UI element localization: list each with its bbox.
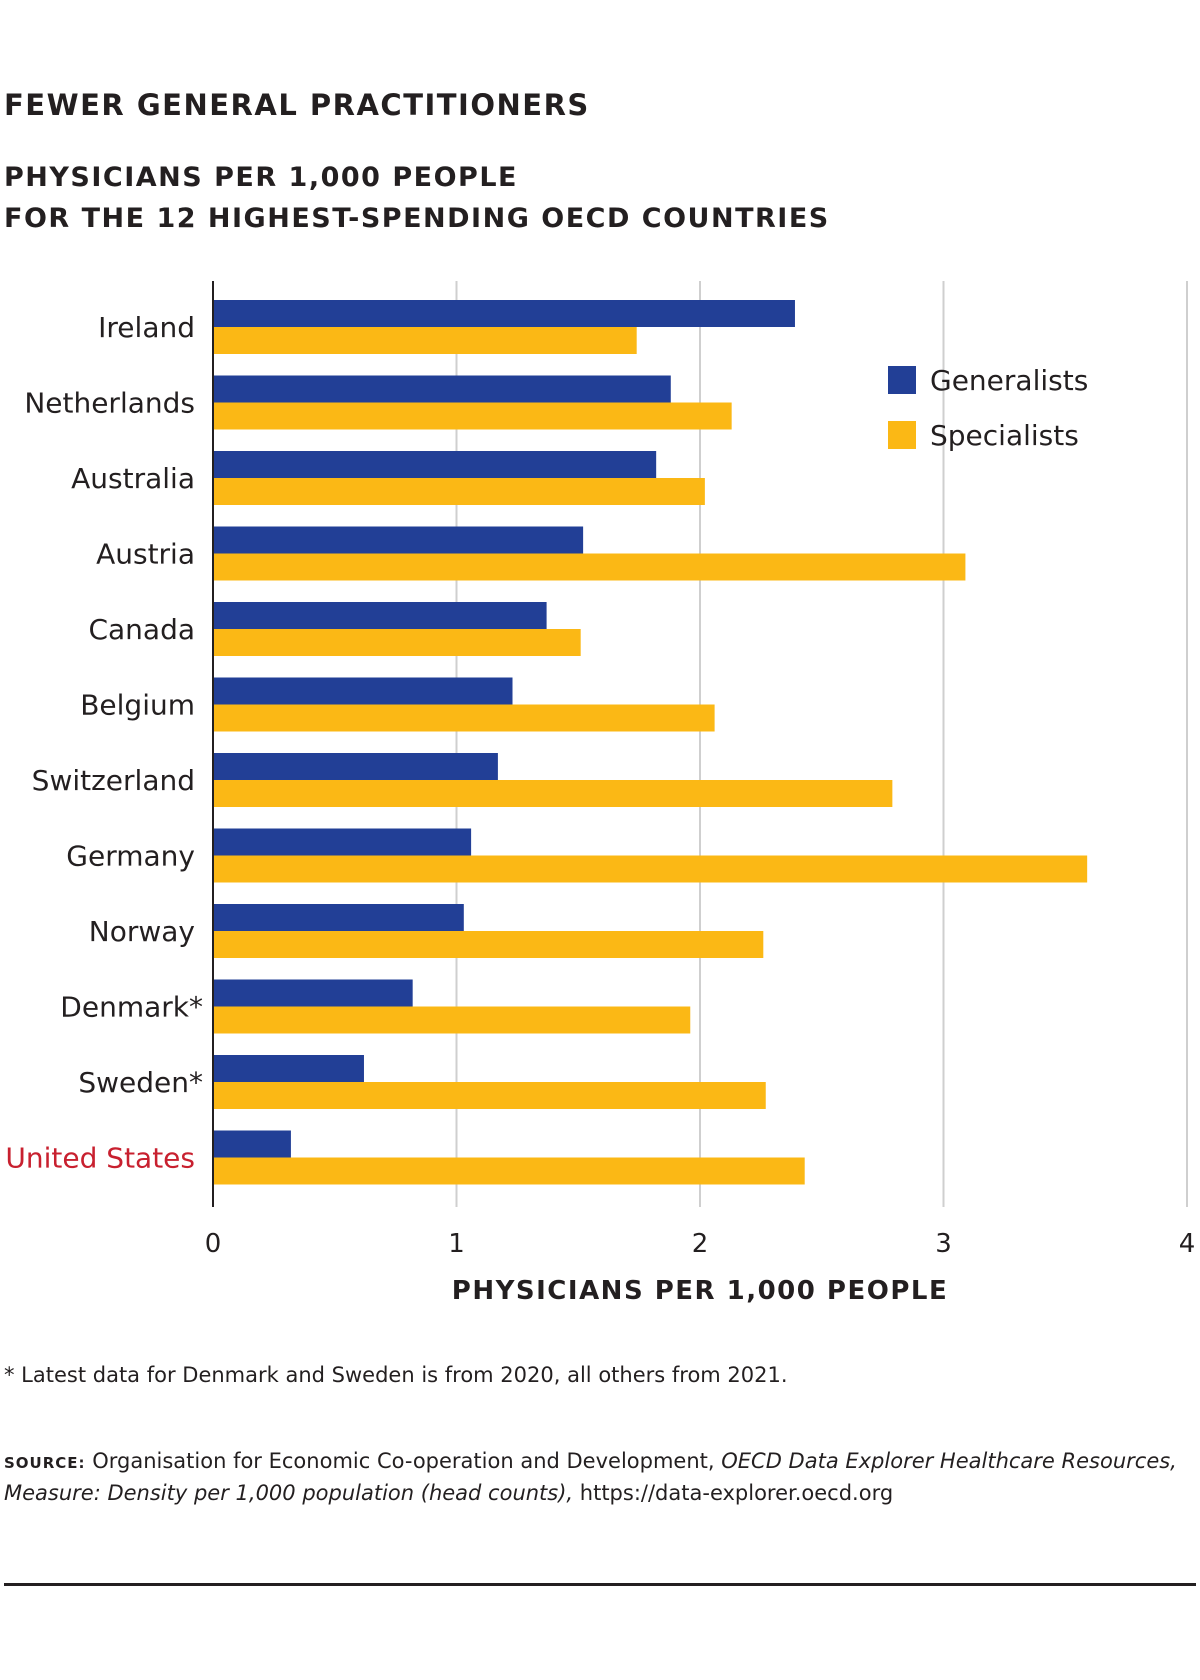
- bar-specialists-canada: [213, 629, 581, 656]
- category-label: Canada: [88, 613, 195, 646]
- bars: [213, 300, 1088, 1185]
- x-tick-labels: 0 1 2 3 4: [205, 1229, 1196, 1259]
- bar-specialists-switzerland: [213, 780, 893, 807]
- bar-specialists-sweden-: [213, 1082, 766, 1109]
- subtitle-line-1: PHYSICIANS PER 1,000 PEOPLE: [4, 162, 518, 193]
- chart-title: FEWER GENERAL PRACTITIONERS: [4, 88, 590, 122]
- bottom-rule: [4, 1583, 1196, 1586]
- category-label: Ireland: [98, 311, 195, 344]
- bar-generalists-netherlands: [213, 375, 671, 403]
- x-tick-label: 0: [205, 1229, 222, 1259]
- category-label: Australia: [71, 462, 195, 495]
- legend-label-specialists: Specialists: [930, 419, 1079, 452]
- category-label: Germany: [66, 840, 195, 873]
- bar-specialists-australia: [213, 478, 705, 505]
- bar-specialists-austria: [213, 553, 966, 581]
- legend-swatch-generalists: [888, 366, 916, 394]
- bar-specialists-belgium: [213, 704, 715, 732]
- bar-specialists-netherlands: [213, 402, 732, 430]
- bar-generalists-denmark-: [213, 979, 413, 1007]
- category-label: United States: [5, 1142, 195, 1175]
- bar-specialists-united-states: [213, 1157, 805, 1185]
- subtitle-line-2: FOR THE 12 HIGHEST-SPENDING OECD COUNTRI…: [4, 203, 830, 234]
- grid-lines: [455, 281, 1188, 1207]
- chart-subtitle: PHYSICIANS PER 1,000 PEOPLE FOR THE 12 H…: [4, 157, 830, 239]
- bar-generalists-germany: [213, 828, 472, 856]
- bar-generalists-belgium: [213, 677, 513, 705]
- source-italic-text: OECD Data Explorer Healthcare Resources,…: [4, 1449, 1177, 1505]
- footnote: * Latest data for Denmark and Sweden is …: [4, 1363, 788, 1387]
- bar-generalists-ireland: [213, 300, 795, 327]
- bar-generalists-austria: [213, 526, 584, 554]
- category-label: Netherlands: [24, 387, 195, 420]
- legend-label-generalists: Generalists: [930, 364, 1088, 397]
- category-label: Belgium: [80, 689, 195, 722]
- source-text: Organisation for Economic Co-operation a…: [85, 1449, 722, 1473]
- source-url: https://data-explorer.oecd.org: [573, 1481, 894, 1505]
- bar-generalists-switzerland: [213, 753, 498, 780]
- bar-generalists-canada: [213, 602, 547, 629]
- legend-swatch-specialists: [888, 421, 916, 449]
- source-label: SOURCE:: [4, 1454, 86, 1472]
- category-label: Switzerland: [32, 764, 195, 797]
- bar-generalists-norway: [213, 904, 464, 931]
- x-tick-label: 3: [935, 1229, 952, 1259]
- category-label: Austria: [96, 538, 195, 571]
- bar-specialists-norway: [213, 931, 764, 958]
- bar-generalists-united-states: [213, 1130, 291, 1158]
- category-label: Norway: [89, 915, 195, 948]
- bar-generalists-sweden-: [213, 1055, 364, 1082]
- bar-specialists-denmark-: [213, 1006, 691, 1034]
- category-label: Denmark*: [60, 991, 203, 1024]
- bar-chart: Ireland Netherlands Australia Austria Canada…: [5, 281, 1196, 1306]
- legend: Generalists Specialists: [888, 364, 1088, 452]
- x-tick-label: 2: [692, 1229, 709, 1259]
- category-labels: Ireland Netherlands Australia Austria Canada…: [5, 311, 203, 1175]
- x-axis-label: PHYSICIANS PER 1,000 PEOPLE: [452, 1276, 948, 1306]
- x-tick-label: 4: [1179, 1229, 1196, 1259]
- bar-specialists-germany: [213, 855, 1088, 883]
- source-note: SOURCE: Organisation for Economic Co-ope…: [4, 1446, 1194, 1508]
- bar-specialists-ireland: [213, 327, 637, 354]
- bar-generalists-australia: [213, 451, 657, 478]
- x-tick-label: 1: [448, 1229, 465, 1259]
- category-label: Sweden*: [78, 1066, 203, 1099]
